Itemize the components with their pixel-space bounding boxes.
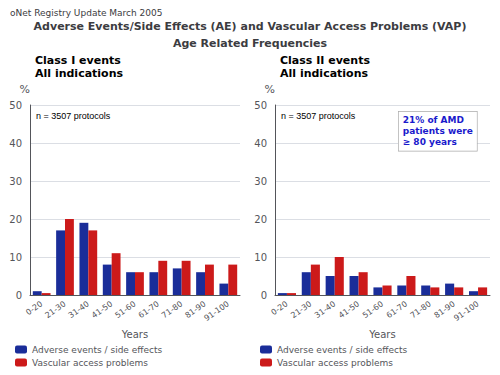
svg-text:Class II events: Class II events [280, 54, 370, 67]
svg-text:0: 0 [261, 290, 267, 301]
svg-text:40: 40 [254, 138, 267, 149]
svg-text:91-100: 91-100 [203, 299, 231, 323]
svg-text:81-90: 81-90 [183, 299, 208, 320]
svg-text:n = 3507 protocols: n = 3507 protocols [36, 111, 111, 121]
svg-text:61-70: 61-70 [385, 299, 409, 320]
svg-text:0-20: 0-20 [24, 299, 44, 317]
svg-text:Years: Years [368, 329, 395, 340]
svg-text:10: 10 [9, 252, 22, 263]
svg-text:20: 20 [9, 214, 22, 225]
svg-text:10: 10 [254, 252, 267, 263]
svg-text:Age Related Frequencies: Age Related Frequencies [173, 37, 328, 50]
svg-text:Adverse events / side effects: Adverse events / side effects [277, 345, 407, 355]
svg-text:Adverse Events/Side Effects (A: Adverse Events/Side Effects (AE) and Vas… [34, 20, 467, 33]
svg-text:50: 50 [9, 100, 22, 111]
svg-text:40: 40 [9, 138, 22, 149]
svg-text:%: % [265, 83, 275, 96]
svg-text:51-60: 51-60 [113, 299, 137, 320]
svg-text:0-20: 0-20 [269, 299, 289, 317]
svg-text:patients were: patients were [403, 126, 473, 136]
svg-text:41-50: 41-50 [337, 299, 361, 320]
svg-text:n = 3507 protocols: n = 3507 protocols [281, 111, 356, 121]
svg-text:91-100: 91-100 [452, 299, 480, 323]
svg-text:61-70: 61-70 [137, 299, 161, 320]
svg-text:20: 20 [254, 214, 267, 225]
svg-text:41-50: 41-50 [90, 299, 114, 320]
svg-text:51-60: 51-60 [361, 299, 385, 320]
svg-text:Vascular access problems: Vascular access problems [277, 358, 393, 368]
svg-text:71-80: 71-80 [409, 299, 433, 320]
svg-text:Vascular access problems: Vascular access problems [32, 358, 148, 368]
svg-text:oNet Registry Update March 200: oNet Registry Update March 2005 [10, 8, 163, 18]
svg-text:31-40: 31-40 [313, 299, 337, 320]
svg-text:81-90: 81-90 [432, 299, 457, 320]
svg-text:Class I events: Class I events [35, 54, 121, 67]
svg-text:%: % [20, 83, 30, 96]
svg-text:21% of AMD: 21% of AMD [403, 115, 464, 125]
svg-text:All indications: All indications [280, 67, 368, 80]
svg-text:21-30: 21-30 [43, 299, 67, 320]
svg-text:≥ 80 years: ≥ 80 years [403, 137, 457, 147]
svg-text:30: 30 [254, 176, 267, 187]
svg-text:0: 0 [16, 290, 22, 301]
svg-text:50: 50 [254, 100, 267, 111]
svg-text:Adverse events / side effects: Adverse events / side effects [32, 345, 162, 355]
svg-text:All indications: All indications [35, 67, 123, 80]
svg-text:71-80: 71-80 [160, 299, 184, 320]
svg-text:30: 30 [9, 176, 22, 187]
svg-text:31-40: 31-40 [67, 299, 91, 320]
svg-text:21-30: 21-30 [289, 299, 313, 320]
svg-text:Years: Years [121, 329, 148, 340]
